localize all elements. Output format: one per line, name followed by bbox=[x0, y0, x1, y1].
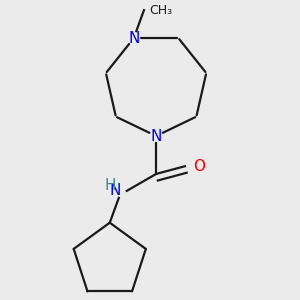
Text: O: O bbox=[193, 159, 205, 174]
Text: N: N bbox=[128, 31, 140, 46]
Text: N: N bbox=[150, 128, 162, 143]
Text: N: N bbox=[110, 183, 121, 198]
Text: H: H bbox=[105, 178, 116, 193]
Text: CH₃: CH₃ bbox=[149, 4, 172, 16]
